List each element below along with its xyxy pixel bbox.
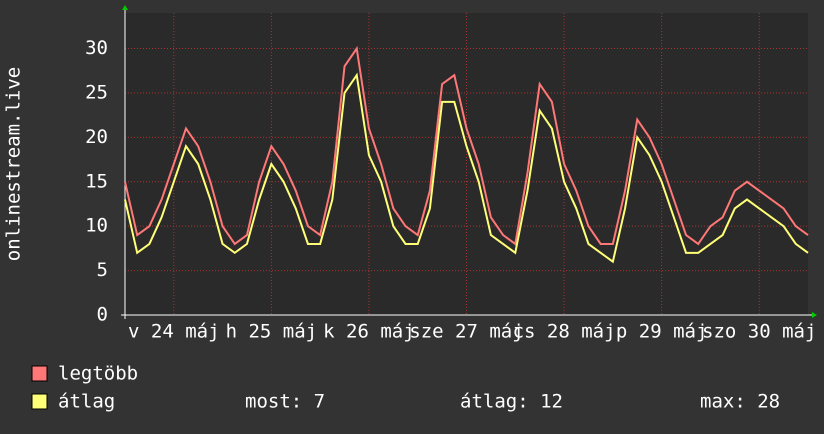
y-tick-label: 5 xyxy=(97,259,108,281)
legend-label: átlag xyxy=(58,391,115,413)
axis-arrow xyxy=(812,312,817,318)
y-axis-label: onlinestream.live xyxy=(3,67,25,261)
x-tick-label: szo 30 máj xyxy=(702,321,816,343)
x-tick-label: k 26 máj xyxy=(323,321,415,343)
y-tick-label: 0 xyxy=(97,304,108,326)
legend-label: legtöbb xyxy=(58,363,138,385)
summary-stat: átlag: 12 xyxy=(460,391,563,413)
y-tick-label: 15 xyxy=(85,170,108,192)
y-tick-label: 10 xyxy=(85,215,108,237)
x-tick-label: cs 28 máj xyxy=(513,321,616,343)
series-line xyxy=(124,72,809,264)
y-tick-label: 20 xyxy=(85,126,108,148)
legend-swatch xyxy=(31,393,48,410)
y-tick-label: 30 xyxy=(85,37,108,59)
legend-swatch xyxy=(31,365,48,382)
y-tick-label: 25 xyxy=(85,81,108,103)
x-tick-label: v 24 máj xyxy=(128,321,220,343)
x-tick-label: sze 27 máj xyxy=(409,321,523,343)
x-tick-label: h 25 máj xyxy=(226,321,318,343)
x-tick-label: p 29 máj xyxy=(616,321,708,343)
summary-stat: max: 28 xyxy=(700,391,780,413)
series-line xyxy=(124,45,809,246)
axis-arrow xyxy=(122,5,128,10)
summary-stat: most: 7 xyxy=(245,391,325,413)
